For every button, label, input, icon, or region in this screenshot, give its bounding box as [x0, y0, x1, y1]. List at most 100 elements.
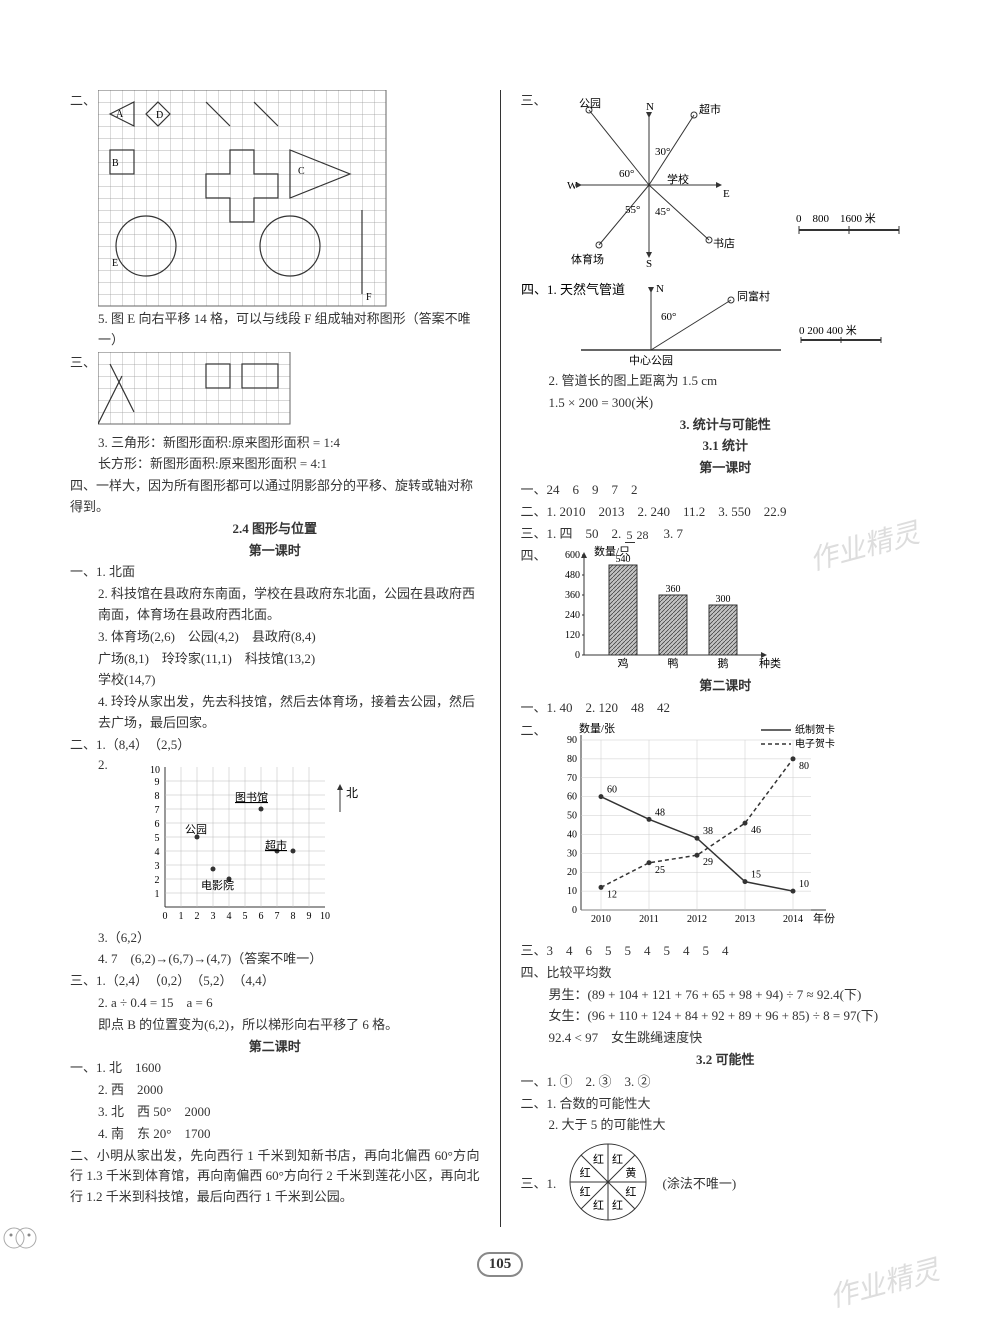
b1-2: 2. 西 2000 [70, 1080, 480, 1101]
svg-text:46: 46 [751, 825, 761, 836]
svg-text:鸭: 鸭 [667, 657, 678, 670]
a1-4: 4. 玲玲从家出发，先去科技馆，然后去体育场，接着去公园，然后去广场，最后回家。 [70, 692, 480, 734]
right-column: 三、 NS WE 公园超市 学校 体育场书店 30°60° 55°45° 0 8… [521, 90, 931, 1227]
svg-text:红: 红 [611, 1153, 622, 1166]
sec4-2b: 1.5 × 200 = 300(米) [521, 393, 931, 414]
svg-text:电子贺卡: 电子贺卡 [795, 737, 835, 750]
svg-text:E: E [112, 258, 118, 269]
a3: 三、1.（2,4） （0,2） （5,2） （4,4） [70, 971, 480, 992]
h32: 3.2 可能性 [521, 1050, 931, 1071]
h24a: 第一课时 [70, 541, 480, 562]
d1: 一、1. 40 2. 120 48 42 [521, 698, 931, 719]
svg-text:红: 红 [579, 1167, 590, 1180]
svg-text:红: 红 [593, 1199, 604, 1212]
d4b: 女生：(96 + 110 + 124 + 84 + 92 + 89 + 96 +… [521, 1006, 931, 1027]
svg-text:0 800 1600 米: 0 800 1600 米 [796, 212, 876, 225]
svg-text:E: E [723, 188, 730, 200]
sec4: 四、一样大，因为所有图形都可以通过阴影部分的平移、旋转或轴对称得到。 [70, 476, 480, 518]
svg-text:图书馆: 图书馆 [235, 790, 268, 804]
h31b: 第二课时 [521, 676, 931, 697]
h3: 3. 统计与可能性 [521, 415, 931, 436]
svg-text:80: 80 [799, 761, 809, 772]
a2-4: 4. 7 (6,2)→(6,7)→(4,7)（答案不唯一） [70, 949, 480, 970]
a1-1: 一、1. 北面 [70, 562, 480, 583]
b1-4: 4. 南 东 20° 1700 [70, 1124, 480, 1145]
svg-text:四、1. 天然气管道: 四、1. 天然气管道 [521, 282, 625, 297]
a2-3: 3.（6,2） [70, 928, 480, 949]
e2-2: 2. 大于 5 的可能性大 [521, 1115, 931, 1136]
svg-text:4: 4 [155, 847, 160, 858]
svg-text:90: 90 [567, 735, 577, 746]
q3: 3. 三角形：新图形面积:原来图形面积 = 1:4 [70, 433, 480, 454]
svg-text:70: 70 [567, 773, 577, 784]
left-column: 二、 A D B C E F 5. 图 E 向右平移 14 格，可以与线段 F … [70, 90, 480, 1227]
svg-text:60: 60 [607, 785, 617, 796]
svg-text:红: 红 [611, 1199, 622, 1212]
svg-text:体育场: 体育场 [571, 252, 604, 266]
e3: 三、1. [521, 1173, 563, 1192]
svg-text:3: 3 [155, 861, 160, 872]
svg-text:4: 4 [227, 911, 232, 922]
svg-text:鹅: 鹅 [717, 656, 728, 670]
svg-text:6: 6 [155, 819, 160, 830]
svg-text:2012: 2012 [687, 914, 707, 925]
column-divider [500, 90, 501, 1227]
svg-text:2: 2 [195, 911, 200, 922]
svg-text:1: 1 [179, 911, 184, 922]
sec3-label: 三、 [70, 352, 98, 371]
svg-text:15: 15 [751, 870, 761, 881]
h24b: 第二课时 [70, 1037, 480, 1058]
svg-text:5: 5 [243, 911, 248, 922]
svg-text:8: 8 [155, 791, 160, 802]
a3-2: 2. a ÷ 0.4 = 15 a = 6 [70, 993, 480, 1014]
pipe-figure: 四、1. 天然气管道 N 同富村 60° 中心公园 0 200 400 米 [521, 280, 931, 370]
r-sec3: 三、 [521, 90, 549, 109]
svg-text:38: 38 [703, 826, 713, 837]
a1-3b: 广场(8,1) 玲玲家(11,1) 科技馆(13,2) [70, 649, 480, 670]
a1-2: 2. 科技馆在县政府东南面，学校在县政府东北面，公园在县政府西南面，体育场在县政… [70, 584, 480, 626]
svg-text:2010: 2010 [591, 914, 611, 925]
c1: 一、24 6 9 7 2 [521, 480, 931, 501]
compass-figure: NS WE 公园超市 学校 体育场书店 30°60° 55°45° 0 800 … [549, 90, 919, 280]
svg-text:6: 6 [259, 911, 264, 922]
svg-text:30°: 30° [655, 146, 670, 158]
svg-text:40: 40 [567, 829, 577, 840]
svg-text:60°: 60° [619, 168, 634, 180]
svg-text:50: 50 [567, 811, 577, 822]
d3: 三、3 4 6 5 5 4 5 4 5 4 [521, 941, 931, 962]
svg-text:2011: 2011 [639, 914, 659, 925]
spinner-note: (涂法不唯一) [663, 1173, 737, 1192]
svg-text:600: 600 [565, 550, 580, 561]
svg-text:30: 30 [567, 848, 577, 859]
b1-3: 3. 北 西 50° 2000 [70, 1102, 480, 1123]
svg-text:公园: 公园 [579, 97, 601, 110]
svg-text:公园: 公园 [185, 823, 207, 836]
svg-text:鸡: 鸡 [617, 656, 628, 670]
svg-text:9: 9 [155, 777, 160, 788]
svg-text:红: 红 [579, 1186, 590, 1199]
svg-text:同富村: 同富村 [737, 289, 770, 303]
b2: 二、小明从家出发，先向西行 1 千米到知新书店，再向北偏西 60°方向行 1.3… [70, 1146, 480, 1208]
svg-text:0: 0 [572, 905, 577, 916]
svg-text:书店: 书店 [713, 236, 735, 250]
svg-text:中心公园: 中心公园 [629, 354, 673, 367]
svg-text:360: 360 [565, 590, 580, 601]
svg-text:N: N [656, 283, 664, 295]
svg-text:12: 12 [607, 889, 617, 900]
svg-text:0: 0 [575, 650, 580, 661]
a1-3: 3. 体育场(2,6) 公园(4,2) 县政府(8,4) [70, 627, 480, 648]
svg-text:25: 25 [655, 865, 665, 876]
d2: 二、 [521, 720, 549, 739]
svg-text:学校: 学校 [667, 172, 689, 186]
bar-chart: 0120240360480600鸡540鸭360鹅300数量/只种类 [549, 545, 789, 675]
svg-text:2013: 2013 [735, 914, 755, 925]
svg-text:北: 北 [346, 786, 358, 800]
svg-text:黄: 黄 [625, 1166, 636, 1180]
svg-text:29: 29 [703, 857, 713, 868]
c2: 二、1. 2010 2013 2. 240 11.2 3. 550 22.9 [521, 502, 931, 523]
svg-text:F: F [366, 292, 372, 303]
svg-text:300: 300 [715, 594, 730, 605]
svg-text:60: 60 [567, 792, 577, 803]
h24: 2.4 图形与位置 [70, 519, 480, 540]
svg-text:W: W [567, 180, 578, 192]
